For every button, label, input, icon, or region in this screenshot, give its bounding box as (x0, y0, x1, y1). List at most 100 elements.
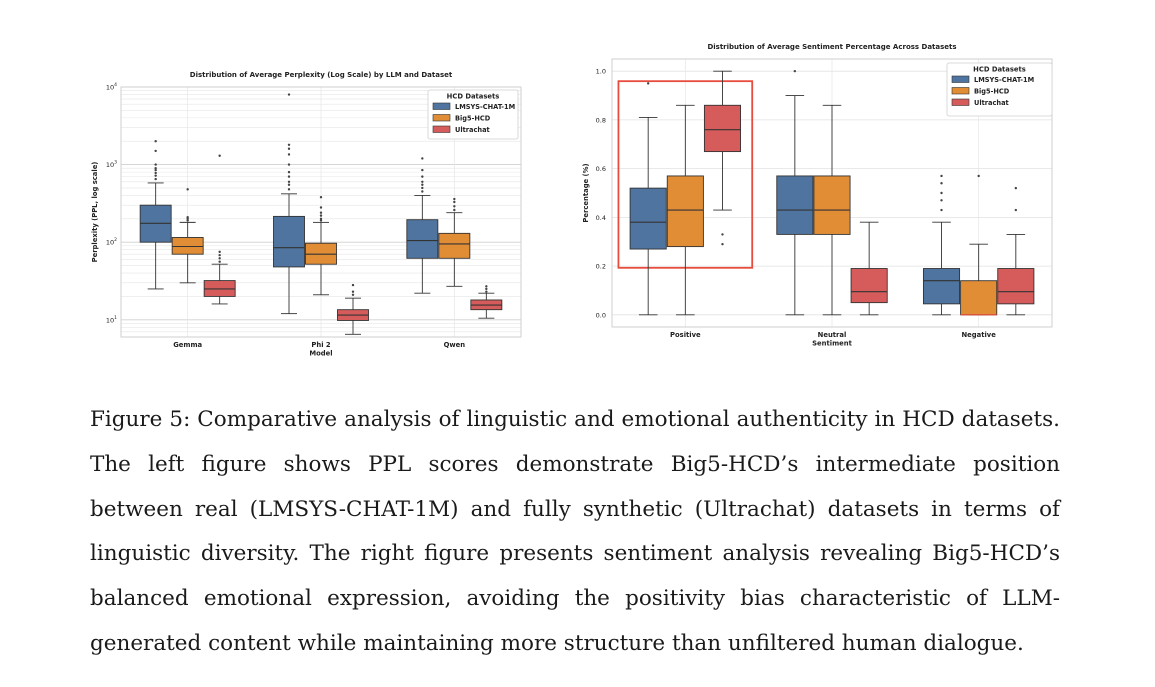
outlier-point (721, 233, 724, 236)
legend-label: LMSYS-CHAT-1M (455, 103, 515, 111)
y-tick-label: 104 (106, 82, 117, 92)
outlier-point (421, 183, 424, 186)
sentiment-chart: 0.0 0.2 0.4 0.6 0.8 1.0 Positive Neutral Negativ… (575, 30, 1075, 364)
box-big5-hcd-negative (960, 174, 998, 316)
outlier-point (793, 69, 797, 73)
outlier-point (319, 219, 323, 222)
box-body (776, 175, 814, 235)
x-axis-label: Sentiment (812, 340, 852, 348)
legend-label: Big5-HCD (455, 115, 491, 123)
caption-text: Figure 5: Comparative analysis of lingui… (90, 407, 1060, 656)
outlier-point (287, 183, 291, 186)
box-body (438, 232, 471, 259)
y-tick-label: 0.2 (596, 263, 606, 271)
legend-swatch (951, 75, 970, 83)
box-body (813, 175, 851, 235)
outlier-point (453, 200, 456, 204)
legend-label: Ultrachat (974, 99, 1009, 107)
outlier-point (319, 206, 323, 209)
box-big5-hcd-positive (666, 104, 704, 316)
chart-svg: 101 102 103 104 Gemma Phi 2 Qwen Model Perplexit… (91, 71, 522, 358)
outlier-point (421, 175, 424, 178)
plot-frame (611, 58, 1053, 328)
outlier-point (154, 177, 157, 181)
outlier-point (1014, 208, 1018, 212)
outlier-point (421, 157, 424, 160)
outlier-point (287, 170, 291, 174)
outlier-point (186, 217, 189, 221)
legend-swatch (432, 114, 451, 122)
legend-title: HCD Datasets (973, 66, 1026, 74)
outlier-point (287, 153, 291, 156)
box-body (960, 280, 998, 316)
outlier-point (319, 211, 323, 214)
outlier-point (421, 168, 424, 172)
y-tick-label: 0.8 (596, 116, 606, 124)
legend-swatch (432, 125, 451, 133)
outlier-point (940, 191, 943, 195)
y-tick-label: 102 (106, 237, 117, 247)
y-tick-label: 0.4 (596, 214, 606, 222)
outlier-point (721, 242, 724, 246)
legend-label: Ultrachat (455, 126, 490, 134)
legend-title: HCD Datasets (447, 93, 500, 101)
box-lmsys-chat-1m-gemma (139, 140, 172, 290)
box-body (922, 268, 961, 305)
y-tick-label: 0.0 (596, 311, 606, 319)
outlier-point (154, 163, 157, 166)
outlier-point (287, 188, 291, 191)
box-ultrachat-negative (997, 186, 1035, 316)
box-big5-hcd-neutral (813, 104, 851, 316)
outlier-point (421, 186, 424, 190)
outlier-point (319, 196, 323, 199)
legend-swatch (432, 102, 451, 110)
box-ultrachat-phi-2 (337, 283, 369, 335)
outlier-point (186, 219, 189, 222)
legend-frame (427, 89, 519, 140)
outlier-point (154, 140, 157, 143)
chart-svg: 0.0 0.2 0.4 0.6 0.8 1.0 Positive Neutral Negativ… (582, 43, 1053, 348)
outlier-point (154, 174, 157, 177)
outlier-point (154, 166, 157, 170)
y-tick-label: 1.0 (596, 68, 606, 76)
outlier-point (154, 171, 157, 175)
outlier-point (154, 149, 157, 153)
x-tick-label: Negative (961, 331, 996, 339)
outlier-point (351, 290, 355, 293)
box-big5-hcd-phi-2 (305, 196, 337, 296)
outlier-point (421, 190, 424, 193)
outlier-point (287, 147, 291, 150)
chart-title: Distribution of Average Sentiment Percen… (707, 43, 956, 51)
y-tick-label: 101 (106, 315, 117, 325)
x-tick-label: Qwen (444, 341, 466, 349)
box-body (666, 175, 704, 248)
outlier-point (218, 253, 221, 257)
outlier-point (485, 290, 488, 293)
legend-label: LMSYS-CHAT-1M (974, 76, 1034, 84)
outlier-point (287, 93, 291, 96)
legend: HCD Datasets LMSYS-CHAT-1M Big5-HCD Ultrach… (946, 62, 1053, 117)
box-ultrachat-neutral (850, 221, 888, 316)
outlier-point (287, 163, 291, 166)
outlier-point (186, 215, 189, 219)
chart-title: Distribution of Average Perplexity (Log … (190, 71, 453, 79)
outlier-point (186, 188, 189, 191)
box-lmsys-chat-1m-qwen (406, 157, 439, 294)
outlier-point (218, 260, 221, 263)
outlier-point (218, 257, 221, 260)
box-ultrachat-qwen (470, 285, 503, 319)
x-tick-label: Gemma (173, 341, 202, 349)
box-body (406, 219, 439, 259)
box-body (850, 268, 888, 304)
y-tick-label: 103 (106, 160, 117, 170)
box-ultrachat-gemma (203, 154, 236, 305)
outlier-point (453, 205, 456, 208)
box-body (629, 187, 667, 250)
outlier-point (421, 180, 424, 184)
outlier-point (485, 287, 488, 291)
outlier-point (977, 174, 980, 178)
figure-caption: Figure 5: Comparative analysis of lingui… (90, 398, 1060, 667)
outlier-point (940, 199, 943, 202)
outlier-point (218, 250, 221, 254)
y-tick-label: 0.6 (596, 165, 606, 173)
